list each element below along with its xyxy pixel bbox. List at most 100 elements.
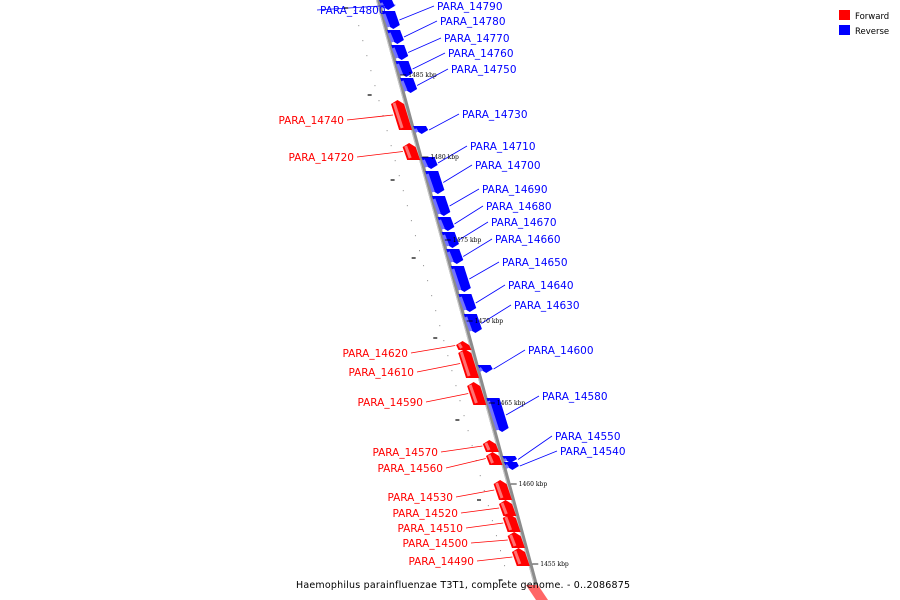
gene-label[interactable]: PARA_14490 xyxy=(408,556,474,568)
genome-caption: Haemophilus parainfluenzae T3T1, complet… xyxy=(296,580,630,591)
backbone-dots xyxy=(354,10,510,582)
gene-para-14750[interactable]: PARA_14750 xyxy=(400,64,517,93)
gene-para-14540[interactable]: PARA_14540 xyxy=(503,446,626,470)
gene-para-14770[interactable]: PARA_14770 xyxy=(391,33,510,60)
gene-para-14800[interactable]: PARA_14800 xyxy=(316,0,396,17)
gene-label[interactable]: PARA_14800 xyxy=(320,5,386,17)
gene-para-14680[interactable]: PARA_14680 xyxy=(437,201,552,231)
gene-para-14530[interactable]: PARA_14530 xyxy=(387,480,512,504)
gene-para-14730[interactable]: PARA_14730 xyxy=(413,109,528,134)
gene-label[interactable]: PARA_14770 xyxy=(444,33,510,45)
legend-forward-label: Forward xyxy=(855,12,889,22)
legend-reverse-label: Reverse xyxy=(855,27,889,37)
gene-label[interactable]: PARA_14700 xyxy=(475,160,541,172)
gene-para-14550[interactable]: PARA_14550 xyxy=(502,431,621,463)
gene-highlight xyxy=(438,219,445,230)
gene-leader-line xyxy=(460,507,500,514)
gene-para-14590[interactable]: PARA_14590 xyxy=(357,382,487,409)
gene-label[interactable]: PARA_14750 xyxy=(451,64,517,76)
gene-leader-line xyxy=(475,284,506,304)
gene-leader-line xyxy=(408,37,442,53)
gene-label[interactable]: PARA_14530 xyxy=(387,492,453,504)
gene-para-14500[interactable]: PARA_14500 xyxy=(402,532,525,550)
gene-para-14650[interactable]: PARA_14650 xyxy=(450,257,568,292)
gene-label[interactable]: PARA_14790 xyxy=(437,1,503,13)
gene-para-14570[interactable]: PARA_14570 xyxy=(372,440,500,459)
gene-highlight xyxy=(457,343,463,349)
gene-para-14640[interactable]: PARA_14640 xyxy=(458,280,574,312)
gene-leader-line xyxy=(517,435,553,460)
gene-label[interactable]: PARA_14550 xyxy=(555,431,621,443)
gene-leader-line xyxy=(443,164,473,183)
gene-highlight xyxy=(464,316,473,332)
gene-label[interactable]: PARA_14500 xyxy=(402,538,468,550)
gene-label[interactable]: PARA_14580 xyxy=(542,391,608,403)
gene-label[interactable]: PARA_14680 xyxy=(486,201,552,213)
scale-tick-label: 1470 kbp xyxy=(475,318,504,325)
gene-label[interactable]: PARA_14540 xyxy=(560,446,626,458)
gene-body xyxy=(425,171,445,194)
gene-label[interactable]: PARA_14630 xyxy=(514,300,580,312)
gene-label[interactable]: PARA_14730 xyxy=(462,109,528,121)
gene-label[interactable]: PARA_14720 xyxy=(288,152,354,164)
gene-para-14620[interactable]: PARA_14620 xyxy=(342,341,472,360)
gene-para-14760[interactable]: PARA_14760 xyxy=(395,48,514,77)
gene-label[interactable]: PARA_14760 xyxy=(448,48,514,60)
gene-body xyxy=(446,249,464,264)
gene-body xyxy=(503,462,519,470)
gene-leader-line xyxy=(470,539,508,544)
gene-para-14490[interactable]: PARA_14490 xyxy=(408,548,530,568)
gene-highlight xyxy=(382,13,391,28)
gene-label[interactable]: PARA_14670 xyxy=(491,217,557,229)
gene-leader-line xyxy=(437,145,468,164)
genome-backbone xyxy=(376,0,542,600)
gene-para-14510[interactable]: PARA_14510 xyxy=(397,514,521,535)
gene-label[interactable]: PARA_14660 xyxy=(495,234,561,246)
gene-para-14630[interactable]: PARA_14630 xyxy=(463,300,580,333)
gene-para-14580[interactable]: PARA_14580 xyxy=(486,391,608,432)
gene-label[interactable]: PARA_14570 xyxy=(372,447,438,459)
gene-para-14700[interactable]: PARA_14700 xyxy=(425,160,541,194)
gene-label[interactable]: PARA_14560 xyxy=(377,463,443,475)
gene-leader-line xyxy=(412,52,446,70)
gene-body xyxy=(458,294,477,312)
gene-label[interactable]: PARA_14640 xyxy=(508,280,574,292)
gene-highlight xyxy=(500,502,508,515)
gene-label[interactable]: PARA_14610 xyxy=(348,367,414,379)
gene-para-14660[interactable]: PARA_14660 xyxy=(446,234,561,264)
gene-highlight xyxy=(446,251,454,263)
gene-label[interactable]: PARA_14690 xyxy=(482,184,548,196)
gene-label[interactable]: PARA_14620 xyxy=(342,348,408,360)
gene-body xyxy=(400,78,418,93)
gene-para-14560[interactable]: PARA_14560 xyxy=(377,452,503,475)
gene-para-14740[interactable]: PARA_14740 xyxy=(278,100,413,130)
gene-leader-line xyxy=(519,450,558,467)
gene-para-14520[interactable]: PARA_14520 xyxy=(392,500,517,520)
gene-body xyxy=(450,266,471,292)
gene-para-14720[interactable]: PARA_14720 xyxy=(288,143,421,164)
gene-body xyxy=(387,30,404,44)
gene-label[interactable]: PARA_14710 xyxy=(470,141,536,153)
gene-label[interactable]: PARA_14520 xyxy=(392,508,458,520)
gene-label[interactable]: PARA_14780 xyxy=(440,16,506,28)
gene-body xyxy=(477,365,493,373)
gene-highlight xyxy=(404,145,412,159)
gene-label[interactable]: PARA_14590 xyxy=(357,397,423,409)
gene-leader-line xyxy=(454,205,484,225)
gene-highlight xyxy=(422,159,428,168)
gene-highlight xyxy=(503,457,508,463)
gene-label[interactable]: PARA_14650 xyxy=(502,257,568,269)
gene-highlight xyxy=(392,102,404,129)
gene-para-14600[interactable]: PARA_14600 xyxy=(477,345,594,373)
gene-label[interactable]: PARA_14600 xyxy=(528,345,594,357)
gene-highlight xyxy=(391,47,399,59)
gene-label[interactable]: PARA_14740 xyxy=(278,115,344,127)
gene-para-14780[interactable]: PARA_14780 xyxy=(387,16,506,44)
gene-para-14710[interactable]: PARA_14710 xyxy=(421,141,536,169)
gene-body xyxy=(391,45,409,60)
gene-label[interactable]: PARA_14510 xyxy=(397,523,463,535)
gene-para-14790[interactable]: PARA_14790 xyxy=(381,1,503,29)
gene-para-14610[interactable]: PARA_14610 xyxy=(348,349,480,379)
gene-para-14690[interactable]: PARA_14690 xyxy=(431,184,548,216)
